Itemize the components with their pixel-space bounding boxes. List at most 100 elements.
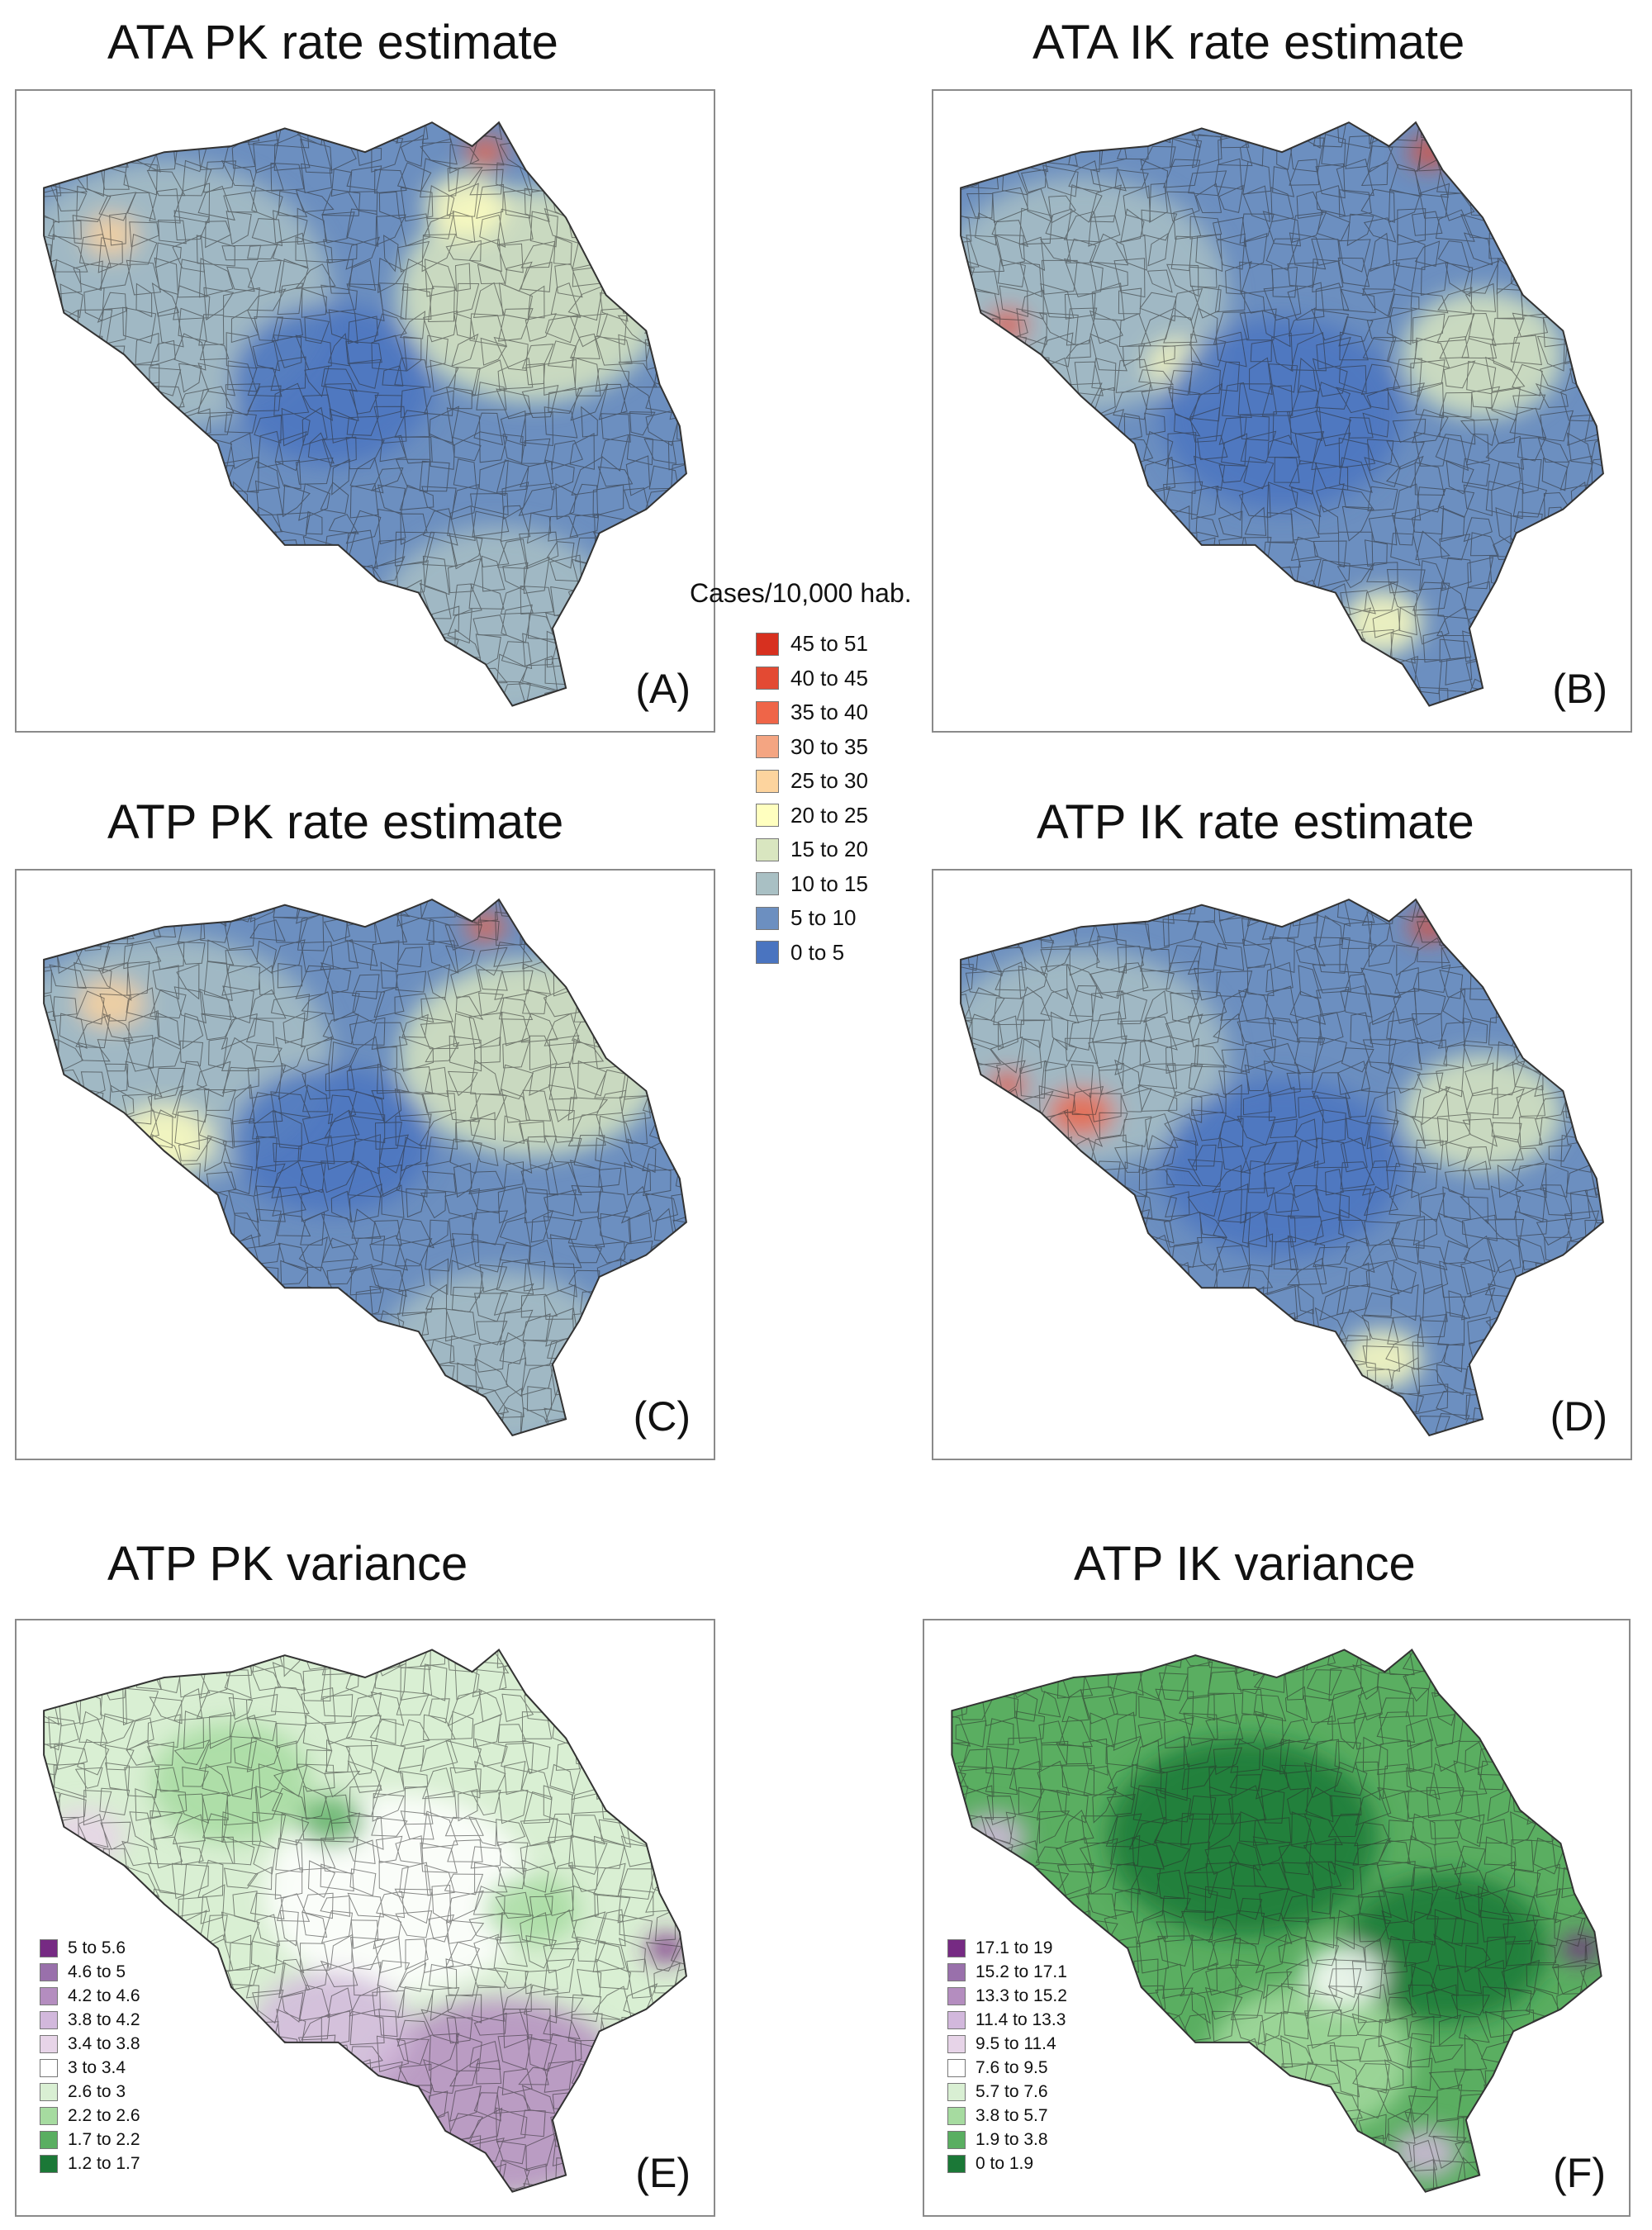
pk-variance-legend-swatch: [40, 2034, 58, 2053]
panel-f-svg: [951, 1648, 1602, 2193]
pk-variance-legend-swatch: [40, 1938, 58, 1957]
country-border: [43, 121, 687, 707]
rate-legend-row: 15 to 20: [756, 833, 912, 867]
ik-variance-legend-swatch: [947, 2154, 966, 2173]
ik-variance-legend-label: 1.9 to 3.8: [976, 2129, 1048, 2149]
pk-variance-legend-label: 5 to 5.6: [68, 1938, 126, 1957]
rate-legend-label: 15 to 20: [790, 837, 868, 862]
ik-variance-legend-label: 7.6 to 9.5: [976, 2057, 1048, 2077]
rate-legend-label: 25 to 30: [790, 768, 868, 794]
map-fill: [961, 899, 1603, 1436]
pk-variance-legend-label: 3 to 3.4: [68, 2057, 126, 2077]
ik-variance-legend-swatch: [947, 2010, 966, 2029]
rate-legend-label: 45 to 51: [790, 631, 868, 657]
panel-b-label: (B): [1552, 666, 1607, 712]
pk-variance-legend-label: 4.2 to 4.6: [68, 1986, 140, 2005]
ik-variance-legend-swatch: [947, 2082, 966, 2101]
map-fill: [961, 122, 1603, 706]
rate-legend-row: 20 to 25: [756, 799, 912, 833]
pk-variance-legend-row: 1.2 to 1.7: [40, 2152, 140, 2175]
rate-legend-row: 25 to 30: [756, 764, 912, 799]
map-region: [398, 959, 667, 1157]
ik-variance-legend-swatch: [947, 2034, 966, 2053]
rate-legend-swatch: [756, 906, 779, 930]
rate-legend-swatch: [756, 804, 779, 828]
pk-variance-legend-label: 1.2 to 1.7: [68, 2153, 140, 2173]
ik-variance-legend-label: 0 to 1.9: [976, 2153, 1034, 2173]
panel-f-title: ATP IK variance: [1074, 1537, 1416, 1591]
rate-legend-label: 0 to 5: [790, 939, 845, 965]
map-region: [1235, 1334, 1303, 1384]
rate-legend-swatch: [756, 769, 779, 793]
panel-a-title: ATA PK rate estimate: [107, 16, 558, 69]
ik-variance-legend-label: 3.8 to 5.7: [976, 2105, 1048, 2125]
pk-variance-legend-swatch: [40, 2130, 58, 2149]
map-region: [1047, 1088, 1115, 1138]
panel-d-title: ATP IK rate estimate: [1037, 795, 1474, 849]
ik-variance-legend-label: 13.3 to 15.2: [976, 1986, 1067, 2005]
ik-variance-legend-label: 11.4 to 13.3: [976, 2009, 1066, 2029]
rate-legend-swatch: [756, 632, 779, 656]
ik-variance-legend-row: 7.6 to 9.5: [947, 2056, 1067, 2080]
map-region: [987, 308, 1028, 341]
rate-legend-title: Cases/10,000 hab.: [690, 578, 912, 608]
ik-variance-legend-row: 17.1 to 19: [947, 1936, 1067, 1960]
panel-f-map: 17.1 to 19 15.2 to 17.1 13.3 to 15.2 11.4 t…: [923, 1619, 1631, 2217]
ik-variance-legend-swatch: [947, 2130, 966, 2149]
rate-legend-swatch: [756, 941, 779, 965]
pk-variance-legend-row: 2.2 to 2.6: [40, 2104, 140, 2128]
rate-legend-row: 35 to 40: [756, 695, 912, 730]
map-region: [251, 1971, 412, 2091]
rate-legend-row: 0 to 5: [756, 936, 912, 970]
rate-legend-row: 40 to 45: [756, 662, 912, 696]
panel-b-map: (B): [932, 89, 1632, 733]
pk-variance-legend-label: 2.6 to 3: [68, 2081, 126, 2101]
map-region: [425, 173, 506, 239]
map-fill: [44, 122, 686, 706]
panel-d-svg: [960, 898, 1604, 1437]
pk-variance-legend-label: 2.2 to 2.6: [68, 2105, 140, 2125]
ik-variance-legend-row: 15.2 to 17.1: [947, 1960, 1067, 1984]
rate-legend-label: 10 to 15: [790, 871, 868, 896]
panel-a-label: (A): [635, 666, 691, 712]
country-border: [43, 1648, 687, 2193]
ik-variance-legend-label: 9.5 to 11.4: [976, 2033, 1056, 2053]
pk-variance-legend-swatch: [40, 1962, 58, 1981]
rate-legend-label: 5 to 10: [790, 905, 857, 931]
map-region: [1391, 2128, 1460, 2178]
rate-legend-swatch: [756, 700, 779, 724]
ik-variance-legend-label: 5.7 to 7.6: [976, 2081, 1048, 2101]
panel-e-title: ATP PK variance: [107, 1537, 468, 1591]
map-region: [1341, 590, 1423, 655]
ik-variance-legend-swatch: [947, 2106, 966, 2125]
pk-variance-legend-row: 3 to 3.4: [40, 2056, 140, 2080]
pk-variance-legend-label: 3.4 to 3.8: [68, 2033, 140, 2053]
map-region: [1235, 595, 1303, 650]
map-region: [1341, 1329, 1423, 1389]
panel-b-title: ATA IK rate estimate: [1032, 16, 1465, 69]
panel-c-label: (C): [633, 1393, 691, 1440]
panel-a-map: (A): [15, 89, 715, 733]
map-region: [1344, 1873, 1548, 2024]
rate-legend-swatch: [756, 667, 779, 690]
map-region: [318, 1334, 386, 1384]
map-region: [1208, 2072, 1277, 2123]
ik-variance-legend-row: 3.8 to 5.7: [947, 2104, 1067, 2128]
pk-variance-legend-label: 3.8 to 4.2: [68, 2009, 140, 2029]
pk-variance-legend-row: 4.6 to 5: [40, 1960, 140, 1984]
panel-e-label: (E): [635, 2150, 691, 2196]
pk-variance-legend-row: 2.6 to 3: [40, 2080, 140, 2104]
pk-variance-legend-row: 4.2 to 4.6: [40, 1984, 140, 2008]
country-border: [951, 1648, 1602, 2193]
map-region: [1408, 912, 1450, 942]
panel-a-svg: [43, 121, 687, 707]
pk-variance-legend-swatch: [40, 2058, 58, 2077]
rate-legend-row: 5 to 10: [756, 901, 912, 936]
pk-variance-legend-row: 3.4 to 3.8: [40, 2032, 140, 2056]
panel-c-map: (C): [15, 869, 715, 1460]
rate-legend-label: 30 to 35: [790, 733, 868, 759]
rate-legend-swatch: [756, 837, 779, 861]
rate-legend-swatch: [756, 735, 779, 759]
ik-variance-legend-row: 5.7 to 7.6: [947, 2080, 1067, 2104]
panel-c-title: ATP PK rate estimate: [107, 795, 564, 849]
